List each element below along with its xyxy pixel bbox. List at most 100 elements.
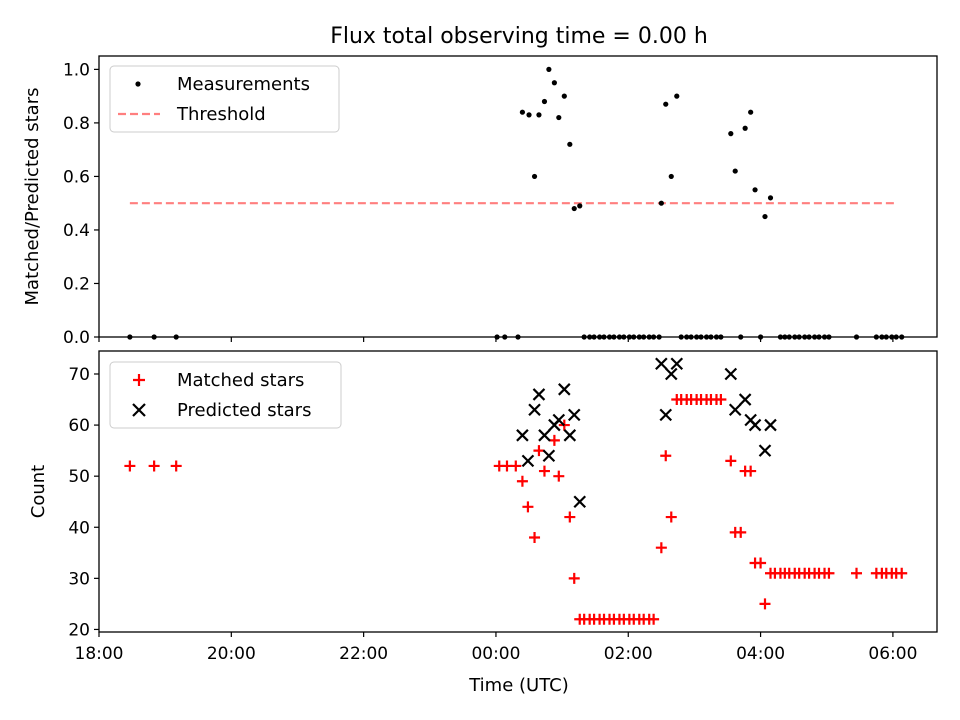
top-legend: Measurements Threshold	[109, 65, 340, 133]
predicted-star-point	[724, 367, 738, 381]
predicted-star-point	[521, 454, 535, 468]
measurement-point	[531, 173, 538, 180]
legend-predicted-label: Predicted stars	[177, 400, 311, 421]
bottom-marks	[124, 357, 908, 625]
measurement-point	[546, 66, 552, 72]
bottom-x-ticks: 18:00 20:00 22:00 00:00 02:00 04:00 06:00	[75, 632, 917, 664]
top-y-tick-label: 0.4	[63, 221, 90, 241]
legend-measurements-marker	[135, 81, 141, 87]
legend-predicted-marker	[132, 403, 146, 417]
bottom-y-tick-label: 20	[68, 620, 90, 640]
top-chart-title: Flux total observing time = 0.00 h	[330, 24, 708, 49]
top-y-ticks: 0.0 0.2 0.4 0.6 0.8 1.0	[63, 60, 99, 348]
measurement-point	[551, 80, 557, 86]
matched-star-point	[851, 567, 863, 579]
measurement-point	[748, 109, 754, 115]
bottom-y-tick-label: 70	[68, 365, 90, 385]
top-y-tick-label: 0.8	[63, 114, 90, 134]
matched-star-point	[148, 460, 160, 472]
x-axis-label: Time (UTC)	[468, 675, 569, 696]
predicted-star-point	[558, 383, 571, 396]
predicted-star-point	[764, 418, 777, 432]
matched-star-point	[715, 394, 727, 406]
top-panel: Flux total observing time = 0.00 h Match…	[22, 24, 938, 348]
x-tick-label: 00:00	[471, 644, 520, 664]
measurement-point	[526, 112, 532, 118]
matched-star-point	[124, 460, 136, 472]
predicted-star-point	[532, 388, 546, 401]
matched-star-point	[655, 542, 667, 554]
measurement-point	[556, 114, 562, 121]
matched-star-point	[553, 470, 565, 482]
matched-star-point	[648, 613, 660, 625]
measurement-point	[567, 141, 573, 147]
top-y-tick-label: 0.0	[63, 328, 90, 348]
measurement-point	[571, 205, 577, 212]
bottom-y-axis-label: Count	[28, 465, 49, 518]
predicted-star-point	[538, 429, 551, 442]
matched-star-point	[755, 557, 767, 569]
x-tick-label: 06:00	[868, 644, 917, 664]
measurement-point	[732, 168, 738, 174]
predicted-star-point	[552, 413, 566, 427]
legend-matched-label: Matched stars	[177, 370, 304, 391]
predicted-star-point	[542, 449, 556, 463]
measurement-point	[663, 101, 669, 107]
matched-star-point	[759, 598, 771, 610]
top-y-tick-label: 0.2	[63, 274, 90, 294]
x-tick-label: 22:00	[339, 644, 388, 664]
matched-star-point	[516, 475, 528, 487]
top-y-tick-label: 0.6	[63, 167, 90, 187]
predicted-star-point	[563, 429, 577, 442]
bottom-axes-frame	[98, 350, 938, 633]
matched-star-point	[660, 450, 672, 462]
matched-star-point	[529, 531, 541, 543]
measurement-point	[561, 93, 567, 99]
predicted-star-point	[567, 408, 581, 422]
top-axes-frame	[98, 55, 938, 338]
predicted-star-point	[516, 429, 529, 442]
x-tick-label: 04:00	[736, 644, 785, 664]
bottom-y-tick-label: 40	[68, 518, 90, 538]
matched-star-point	[896, 567, 908, 579]
predicted-star-point	[728, 403, 742, 417]
predicted-star-point	[655, 357, 668, 371]
matched-star-point	[725, 455, 737, 467]
matched-star-point	[548, 434, 560, 446]
bottom-y-tick-label: 30	[68, 569, 90, 589]
bottom-panel: Count Time (UTC) 20 30 40 50 60 70 18:00 20:00…	[28, 350, 938, 696]
bottom-legend-box	[109, 361, 342, 429]
measurement-point	[536, 112, 542, 118]
measurement-point	[658, 200, 664, 206]
matched-star-point	[170, 460, 182, 472]
predicted-star-point	[670, 357, 684, 371]
bottom-y-ticks: 20 30 40 50 60 70	[68, 365, 99, 640]
measurement-point	[762, 213, 768, 220]
bottom-legend: Matched stars Predicted stars	[109, 361, 342, 429]
predicted-star-point	[758, 444, 772, 457]
top-x-ticks	[98, 337, 894, 342]
matched-star-point	[538, 465, 550, 477]
matched-star-point	[735, 526, 747, 538]
x-tick-label: 02:00	[604, 644, 653, 664]
matched-star-point	[745, 465, 757, 477]
predicted-star-point	[738, 393, 752, 406]
measurement-point	[519, 109, 526, 115]
bottom-y-tick-label: 60	[68, 416, 90, 436]
top-legend-box	[109, 65, 340, 133]
matched-star-point	[665, 511, 677, 523]
predicted-star-point	[573, 495, 587, 508]
predicted-star-point	[748, 418, 762, 432]
measurement-point	[742, 125, 748, 131]
matched-star-point	[522, 501, 534, 513]
predicted-star-point	[528, 403, 541, 417]
predicted-star-point	[659, 408, 673, 422]
x-tick-label: 20:00	[207, 644, 256, 664]
measurement-point	[577, 203, 583, 209]
legend-measurements-label: Measurements	[177, 74, 310, 95]
top-marks	[127, 66, 905, 340]
top-y-axis-label: Matched/Predicted stars	[22, 88, 43, 306]
measurement-point	[668, 173, 674, 180]
matched-star-point	[533, 445, 545, 457]
